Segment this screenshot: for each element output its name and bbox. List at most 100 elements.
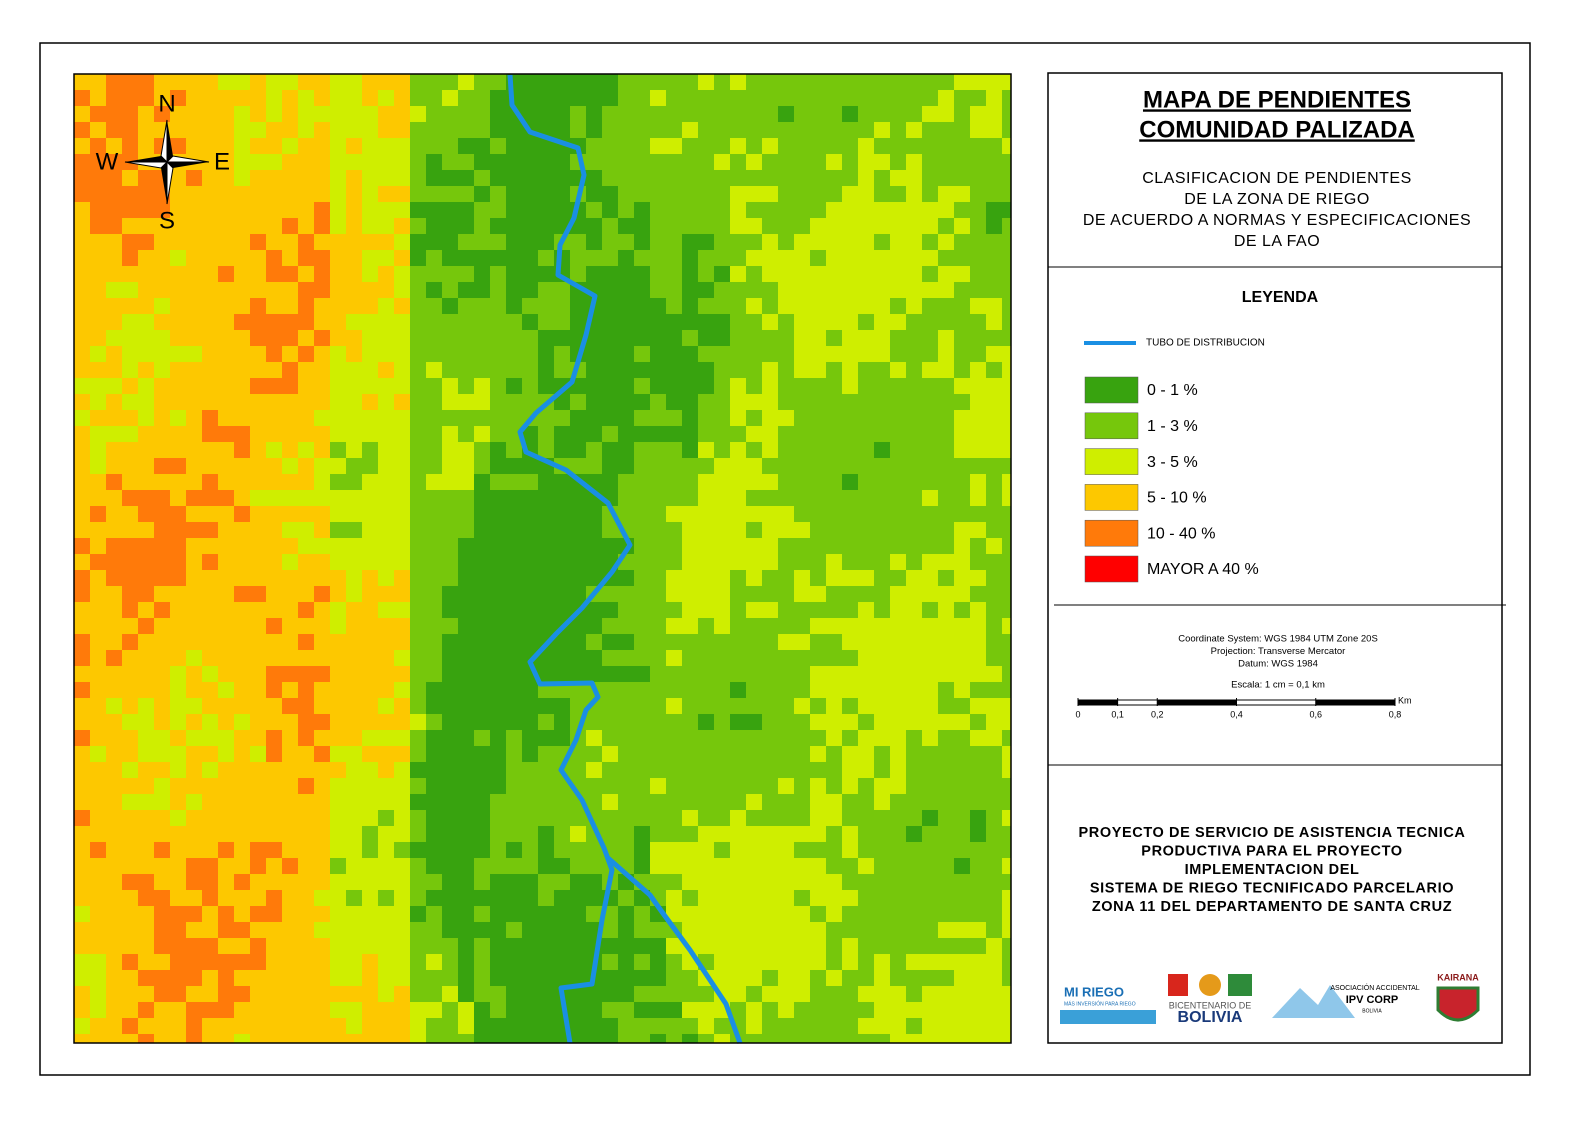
- raster-cell: [362, 554, 378, 570]
- raster-cell: [890, 1002, 906, 1018]
- raster-cell: [570, 1018, 586, 1034]
- raster-cell: [746, 698, 762, 714]
- raster-cell: [170, 250, 186, 266]
- raster-cell: [202, 826, 218, 842]
- raster-cell: [762, 970, 778, 986]
- raster-cell: [794, 154, 810, 170]
- raster-cell: [570, 762, 586, 778]
- raster-cell: [602, 74, 618, 90]
- raster-cell: [362, 186, 378, 202]
- raster-cell: [90, 922, 106, 938]
- raster-cell: [426, 106, 442, 122]
- raster-cell: [922, 474, 938, 490]
- raster-cell: [810, 426, 826, 442]
- scale-unit: Km: [1398, 695, 1412, 705]
- raster-cell: [602, 1002, 618, 1018]
- raster-cell: [698, 90, 714, 106]
- raster-cell: [122, 1018, 138, 1034]
- raster-cell: [954, 458, 970, 474]
- raster-cell: [922, 378, 938, 394]
- raster-cell: [698, 250, 714, 266]
- raster-cell: [810, 762, 826, 778]
- raster-cell: [682, 698, 698, 714]
- raster-cell: [426, 618, 442, 634]
- raster-cell: [282, 666, 298, 682]
- raster-cell: [90, 858, 106, 874]
- raster-cell: [266, 154, 282, 170]
- raster-cell: [250, 458, 266, 474]
- raster-cell: [90, 186, 106, 202]
- raster-cell: [122, 570, 138, 586]
- compass: N S W E: [96, 90, 230, 234]
- raster-cell: [170, 634, 186, 650]
- raster-cell: [986, 890, 1002, 906]
- raster-cell: [634, 826, 650, 842]
- raster-cell: [314, 250, 330, 266]
- raster-cell: [442, 298, 458, 314]
- raster-cell: [490, 986, 506, 1002]
- raster-cell: [474, 394, 490, 410]
- raster-cell: [858, 970, 874, 986]
- raster-cell: [426, 874, 442, 890]
- raster-cell: [346, 602, 362, 618]
- raster-cell: [426, 1034, 442, 1043]
- raster-cell: [266, 586, 282, 602]
- raster-cell: [74, 266, 90, 282]
- raster-cell: [570, 618, 586, 634]
- legend-swatch: [1084, 376, 1139, 404]
- raster-cell: [346, 90, 362, 106]
- raster-cell: [346, 666, 362, 682]
- raster-cell: [618, 458, 634, 474]
- raster-cell: [106, 794, 122, 810]
- raster-cell: [234, 730, 250, 746]
- raster-cell: [954, 266, 970, 282]
- raster-cell: [698, 106, 714, 122]
- raster-cell: [762, 90, 778, 106]
- raster-cell: [234, 346, 250, 362]
- raster-cell: [890, 938, 906, 954]
- raster-cell: [106, 650, 122, 666]
- raster-cell: [1002, 74, 1011, 90]
- raster-cell: [170, 330, 186, 346]
- raster-cell: [362, 874, 378, 890]
- raster-cell: [218, 74, 234, 90]
- raster-cell: [426, 346, 442, 362]
- raster-cell: [394, 570, 410, 586]
- raster-cell: [106, 250, 122, 266]
- raster-cell: [442, 586, 458, 602]
- raster-cell: [170, 682, 186, 698]
- scale-segment: [1078, 700, 1118, 705]
- raster-cell: [474, 362, 490, 378]
- raster-cell: [746, 570, 762, 586]
- raster-cell: [506, 394, 522, 410]
- raster-cell: [202, 122, 218, 138]
- logo-text: ASOCIACIÓN ACCIDENTAL: [1330, 983, 1419, 992]
- raster-cell: [586, 762, 602, 778]
- legend-label: 1 - 3 %: [1147, 418, 1198, 435]
- raster-cell: [842, 570, 858, 586]
- raster-cell: [394, 906, 410, 922]
- raster-cell: [858, 794, 874, 810]
- raster-cell: [618, 1034, 634, 1043]
- raster-cell: [74, 202, 90, 218]
- raster-cell: [666, 762, 682, 778]
- raster-cell: [666, 122, 682, 138]
- raster-cell: [890, 730, 906, 746]
- raster-cell: [778, 698, 794, 714]
- raster-cell: [314, 858, 330, 874]
- raster-cell: [106, 858, 122, 874]
- raster-cell: [202, 602, 218, 618]
- raster-cell: [170, 282, 186, 298]
- raster-cell: [938, 986, 954, 1002]
- raster-cell: [538, 410, 554, 426]
- raster-cell: [858, 90, 874, 106]
- raster-cell: [202, 874, 218, 890]
- raster-cell: [986, 810, 1002, 826]
- raster-cell: [170, 586, 186, 602]
- scale-tick-label: 0,8: [1389, 709, 1402, 719]
- raster-cell: [666, 602, 682, 618]
- raster-cell: [842, 250, 858, 266]
- raster-cell: [250, 602, 266, 618]
- raster-cell: [842, 458, 858, 474]
- raster-cell: [1002, 250, 1011, 266]
